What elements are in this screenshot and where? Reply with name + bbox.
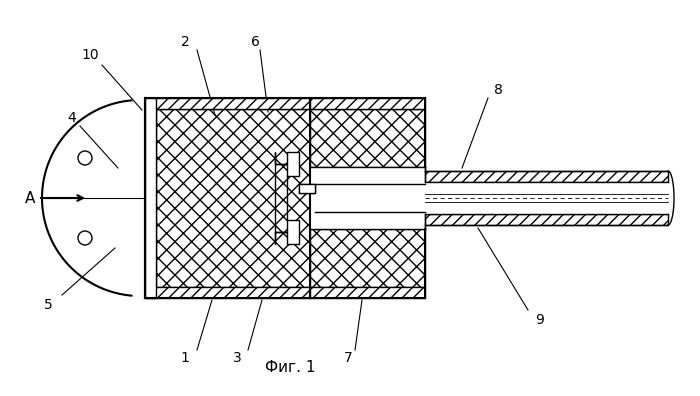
Text: 4: 4	[68, 111, 76, 125]
Bar	[299, 183, 315, 192]
Polygon shape	[275, 220, 299, 244]
Text: Фиг. 1: Фиг. 1	[265, 360, 315, 375]
Bar	[145, 98, 156, 298]
Bar	[425, 182, 668, 214]
Text: 10: 10	[81, 48, 99, 62]
Bar	[310, 98, 425, 109]
Text: 8: 8	[494, 83, 503, 97]
Bar	[145, 98, 310, 109]
Bar	[299, 183, 315, 192]
Bar	[310, 229, 425, 287]
Bar	[310, 287, 425, 298]
Text: A: A	[25, 190, 35, 206]
Bar	[425, 214, 668, 225]
Bar	[145, 287, 310, 298]
Bar	[425, 171, 668, 182]
Bar	[156, 109, 310, 287]
Polygon shape	[275, 152, 299, 176]
Text: 5: 5	[43, 298, 52, 312]
Bar	[310, 109, 425, 167]
Text: 9: 9	[536, 313, 545, 327]
Text: 3: 3	[232, 351, 241, 365]
Text: 2: 2	[181, 35, 190, 49]
Text: 7: 7	[344, 351, 352, 365]
Text: 6: 6	[251, 35, 260, 49]
Text: 1: 1	[181, 351, 190, 365]
Bar	[310, 167, 425, 229]
